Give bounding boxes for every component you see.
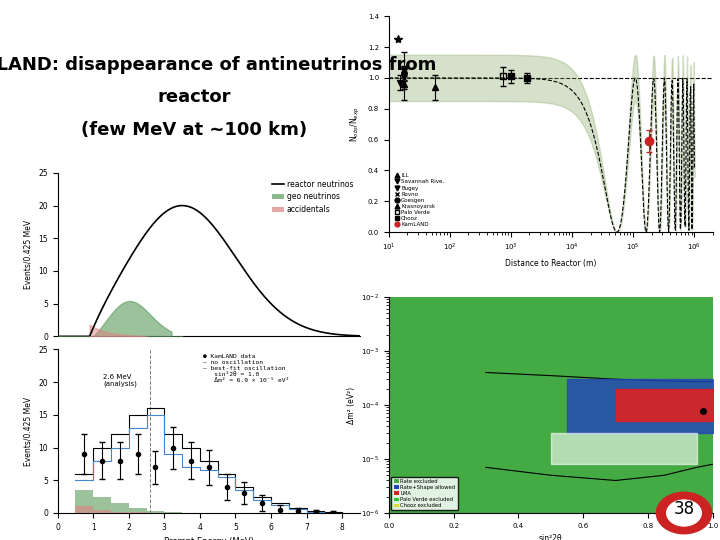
Y-axis label: Events/0.425 MeV: Events/0.425 MeV: [24, 220, 32, 289]
Legend: ILL, Savannah Rive., Bugey, Rovno, Goesgen, Krasnoyarsk, Palo Verde, Chooz, KamL: ILL, Savannah Rive., Bugey, Rovno, Goesg…: [392, 171, 446, 230]
Y-axis label: Δm² (eV²): Δm² (eV²): [346, 387, 356, 423]
Bar: [76, 490, 93, 513]
X-axis label: Prompt Energy (MeV): Prompt Energy (MeV): [164, 537, 253, 540]
Circle shape: [657, 492, 711, 534]
Text: KamLAND: disappearance of antineutrinos from: KamLAND: disappearance of antineutrinos …: [0, 56, 436, 74]
Text: 2.6 MeV
(analysis): 2.6 MeV (analysis): [103, 374, 137, 388]
Legend: reactor neutrinos, geo neutrinos, accidentals: reactor neutrinos, geo neutrinos, accide…: [269, 177, 356, 218]
Bar: [111, 512, 129, 513]
Text: (few MeV at ~100 km): (few MeV at ~100 km): [81, 120, 307, 139]
Text: reactor: reactor: [158, 88, 231, 106]
Y-axis label: Events/0.425 MeV: Events/0.425 MeV: [24, 397, 32, 466]
Text: 38: 38: [674, 501, 695, 518]
Legend: Rate excluded, Rate+Shape allowed, LMA, Palo Verde excluded, Chooz excluded: Rate excluded, Rate+Shape allowed, LMA, …: [392, 477, 458, 510]
Bar: [129, 512, 147, 513]
Circle shape: [667, 500, 701, 526]
Bar: [93, 497, 111, 513]
Bar: [93, 510, 111, 513]
Bar: [164, 512, 182, 513]
Bar: [147, 511, 164, 513]
Text: ● KamLAND data
— no oscillation
— best-fit oscillation
   sin²2θ = 1.0
   Δm² = : ● KamLAND data — no oscillation — best-f…: [203, 354, 289, 382]
X-axis label: sin²2θ: sin²2θ: [539, 534, 562, 540]
Y-axis label: N$_{obs}$/N$_{exp}$: N$_{obs}$/N$_{exp}$: [349, 106, 362, 142]
Bar: [111, 503, 129, 513]
X-axis label: Distance to Reactor (m): Distance to Reactor (m): [505, 259, 596, 268]
Bar: [129, 508, 147, 513]
Bar: [76, 507, 93, 513]
